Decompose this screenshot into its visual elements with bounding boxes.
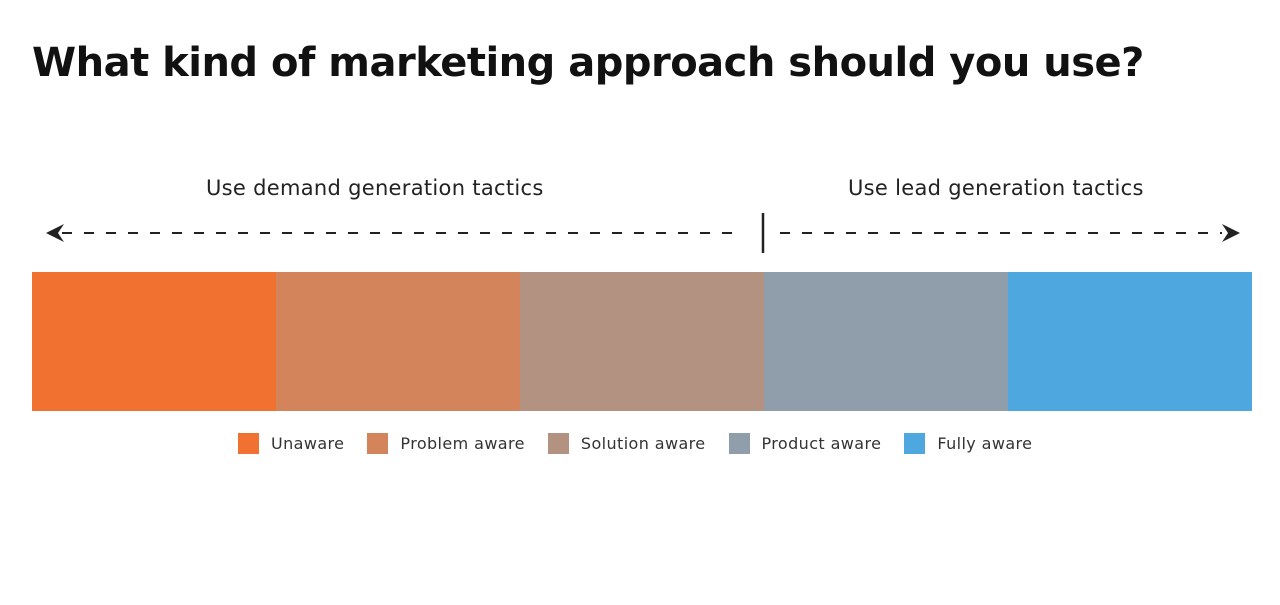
legend-item-unaware: Unaware	[238, 433, 344, 454]
legend-label: Unaware	[271, 434, 345, 453]
legend: Unaware Problem aware Solution aware Pro…	[238, 433, 1032, 454]
legend-item-solution-aware: Solution aware	[547, 433, 706, 454]
awareness-bar	[32, 272, 1252, 411]
direction-arrows	[46, 213, 1240, 253]
segment-fully-aware	[1008, 272, 1252, 411]
lead-generation-label: Use lead generation tactics	[848, 176, 1144, 200]
segment-problem-aware	[276, 272, 520, 411]
legend-label: Fully aware	[937, 434, 1033, 453]
legend-swatch	[238, 433, 259, 454]
legend-label: Problem aware	[400, 434, 525, 453]
page-title: What kind of marketing approach should y…	[32, 40, 1144, 86]
segment-unaware	[32, 272, 276, 411]
legend-swatch	[547, 433, 569, 454]
segment-product-aware	[764, 272, 1008, 411]
legend-swatch	[904, 433, 926, 454]
demand-generation-label: Use demand generation tactics	[206, 176, 544, 200]
legend-item-product-aware: Product aware	[728, 433, 882, 454]
segment-solution-aware	[520, 272, 764, 411]
legend-label: Product aware	[761, 434, 882, 453]
legend-swatch	[728, 433, 750, 454]
right-arrowhead-icon	[1222, 224, 1240, 242]
left-arrowhead-icon	[46, 224, 64, 242]
legend-label: Solution aware	[580, 434, 706, 453]
legend-swatch	[367, 433, 389, 454]
legend-item-fully-aware: Fully aware	[904, 433, 1032, 454]
legend-item-problem-aware: Problem aware	[367, 433, 524, 454]
